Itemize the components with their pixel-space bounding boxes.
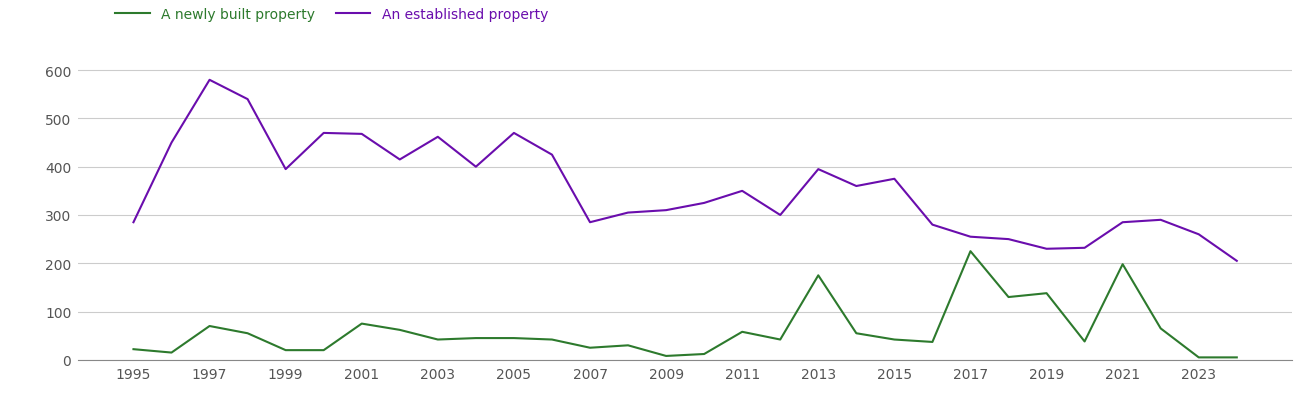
An established property: [1229, 259, 1245, 264]
An established property: [963, 235, 979, 240]
Line: An established property: An established property: [133, 81, 1237, 261]
A newly built property: [392, 328, 407, 333]
An established property: [1191, 232, 1207, 237]
An established property: [1001, 237, 1017, 242]
An established property: [735, 189, 750, 194]
Legend: A newly built property, An established property: A newly built property, An established p…: [110, 2, 553, 28]
A newly built property: [735, 330, 750, 335]
A newly built property: [278, 348, 294, 353]
A newly built property: [1001, 295, 1017, 300]
A newly built property: [1077, 339, 1092, 344]
An established property: [658, 208, 673, 213]
A newly built property: [202, 324, 218, 329]
An established property: [202, 78, 218, 83]
A newly built property: [810, 273, 826, 278]
An established property: [1152, 218, 1168, 223]
An established property: [773, 213, 788, 218]
A newly built property: [620, 343, 636, 348]
A newly built property: [468, 336, 484, 341]
A newly built property: [163, 350, 179, 355]
An established property: [1039, 247, 1054, 252]
An established property: [506, 131, 522, 136]
An established property: [1114, 220, 1130, 225]
An established property: [354, 132, 369, 137]
A newly built property: [697, 352, 713, 357]
An established property: [240, 97, 256, 102]
Line: A newly built property: A newly built property: [133, 252, 1237, 357]
An established property: [924, 222, 940, 227]
A newly built property: [1229, 355, 1245, 360]
A newly built property: [848, 331, 864, 336]
A newly built property: [354, 321, 369, 326]
A newly built property: [658, 354, 673, 359]
An established property: [431, 135, 446, 140]
An established property: [125, 220, 141, 225]
A newly built property: [773, 337, 788, 342]
A newly built property: [125, 347, 141, 352]
An established property: [1077, 246, 1092, 251]
A newly built property: [1152, 326, 1168, 331]
A newly built property: [316, 348, 331, 353]
An established property: [697, 201, 713, 206]
A newly built property: [506, 336, 522, 341]
A newly built property: [1039, 291, 1054, 296]
An established property: [582, 220, 598, 225]
A newly built property: [240, 331, 256, 336]
A newly built property: [886, 337, 902, 342]
An established property: [316, 131, 331, 136]
An established property: [544, 153, 560, 158]
An established property: [620, 211, 636, 216]
A newly built property: [963, 249, 979, 254]
An established property: [392, 157, 407, 162]
A newly built property: [924, 339, 940, 344]
A newly built property: [1114, 262, 1130, 267]
A newly built property: [1191, 355, 1207, 360]
An established property: [810, 167, 826, 172]
A newly built property: [582, 346, 598, 351]
An established property: [468, 165, 484, 170]
A newly built property: [431, 337, 446, 342]
An established property: [278, 167, 294, 172]
An established property: [163, 141, 179, 146]
An established property: [886, 177, 902, 182]
A newly built property: [544, 337, 560, 342]
An established property: [848, 184, 864, 189]
